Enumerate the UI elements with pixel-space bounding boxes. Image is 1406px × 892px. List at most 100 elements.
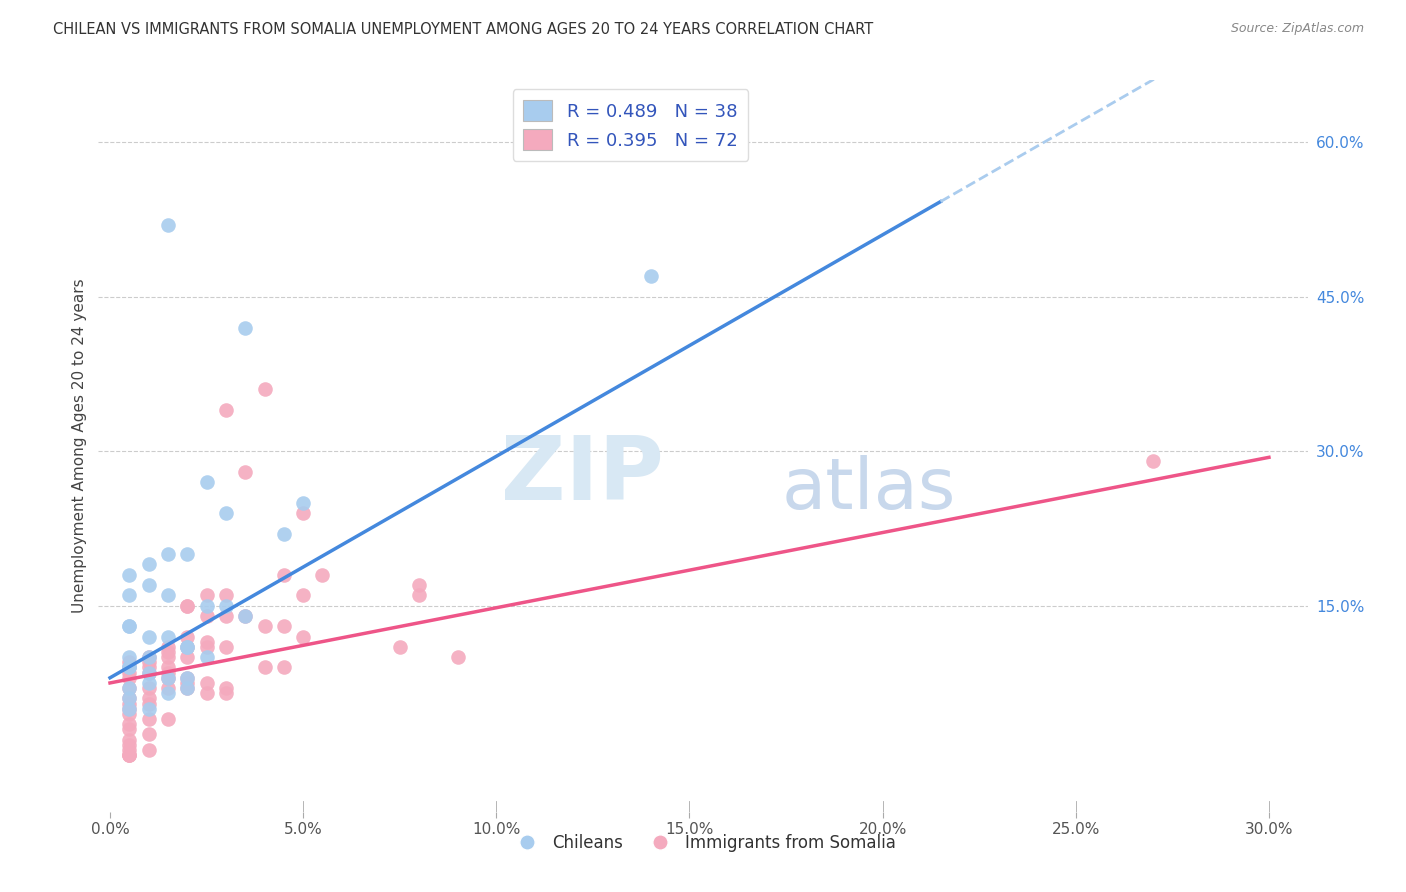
Point <box>138 727 160 741</box>
Point <box>176 599 198 613</box>
Point <box>118 723 141 737</box>
Point <box>176 671 198 685</box>
Point <box>156 218 179 232</box>
Point <box>273 526 295 541</box>
Point <box>156 547 179 561</box>
Point <box>195 588 218 602</box>
Point <box>176 547 198 561</box>
Point <box>156 686 179 700</box>
Point <box>138 656 160 670</box>
Point <box>138 681 160 695</box>
Point <box>176 650 198 665</box>
Legend: Chileans, Immigrants from Somalia: Chileans, Immigrants from Somalia <box>503 827 903 858</box>
Point <box>156 665 179 680</box>
Point <box>273 567 295 582</box>
Point <box>233 465 256 479</box>
Point <box>176 599 198 613</box>
Point <box>138 650 160 665</box>
Text: ZIP: ZIP <box>501 432 664 519</box>
Point <box>273 619 295 633</box>
Point <box>388 640 411 654</box>
Point <box>118 650 141 665</box>
Point <box>118 665 141 680</box>
Point <box>156 645 179 659</box>
Point <box>292 506 315 520</box>
Point <box>138 743 160 757</box>
Point <box>195 686 218 700</box>
Point <box>156 681 179 695</box>
Point <box>215 686 238 700</box>
Point <box>138 650 160 665</box>
Point <box>118 660 141 674</box>
Point <box>138 558 160 572</box>
Point <box>311 567 333 582</box>
Point <box>273 660 295 674</box>
Point <box>138 702 160 716</box>
Point <box>253 660 276 674</box>
Point <box>176 640 198 654</box>
Point <box>118 706 141 721</box>
Point <box>138 630 160 644</box>
Point <box>292 630 315 644</box>
Point <box>195 609 218 624</box>
Point <box>156 660 179 674</box>
Point <box>118 588 141 602</box>
Point <box>118 702 141 716</box>
Point <box>215 609 238 624</box>
Point <box>176 671 198 685</box>
Point <box>195 475 218 489</box>
Point <box>233 609 256 624</box>
Point <box>176 676 198 690</box>
Point <box>176 640 198 654</box>
Point <box>118 697 141 711</box>
Point <box>118 747 141 762</box>
Point <box>176 630 198 644</box>
Point <box>118 656 141 670</box>
Point <box>195 634 218 648</box>
Point <box>176 640 198 654</box>
Point <box>156 650 179 665</box>
Point <box>640 268 662 283</box>
Text: CHILEAN VS IMMIGRANTS FROM SOMALIA UNEMPLOYMENT AMONG AGES 20 TO 24 YEARS CORREL: CHILEAN VS IMMIGRANTS FROM SOMALIA UNEMP… <box>53 22 873 37</box>
Point <box>138 665 160 680</box>
Point <box>138 660 160 674</box>
Point <box>233 320 256 334</box>
Point <box>233 609 256 624</box>
Point <box>215 681 238 695</box>
Point <box>118 747 141 762</box>
Point <box>156 671 179 685</box>
Point <box>118 717 141 731</box>
Point <box>118 671 141 685</box>
Point <box>408 588 430 602</box>
Point <box>215 588 238 602</box>
Point <box>156 588 179 602</box>
Point <box>215 506 238 520</box>
Point <box>118 743 141 757</box>
Point <box>195 650 218 665</box>
Point <box>118 747 141 762</box>
Point <box>138 691 160 706</box>
Point <box>253 619 276 633</box>
Y-axis label: Unemployment Among Ages 20 to 24 years: Unemployment Among Ages 20 to 24 years <box>72 278 87 614</box>
Point <box>118 660 141 674</box>
Point <box>292 496 315 510</box>
Point <box>138 697 160 711</box>
Point <box>118 691 141 706</box>
Point <box>195 599 218 613</box>
Point <box>118 702 141 716</box>
Point <box>176 681 198 695</box>
Point <box>1142 454 1164 468</box>
Point <box>118 732 141 747</box>
Point <box>292 588 315 602</box>
Text: Source: ZipAtlas.com: Source: ZipAtlas.com <box>1230 22 1364 36</box>
Point <box>118 738 141 752</box>
Point <box>156 630 179 644</box>
Point <box>253 382 276 396</box>
Point <box>118 691 141 706</box>
Point <box>195 640 218 654</box>
Point <box>215 403 238 417</box>
Point <box>118 567 141 582</box>
Point <box>118 660 141 674</box>
Point <box>408 578 430 592</box>
Point <box>138 578 160 592</box>
